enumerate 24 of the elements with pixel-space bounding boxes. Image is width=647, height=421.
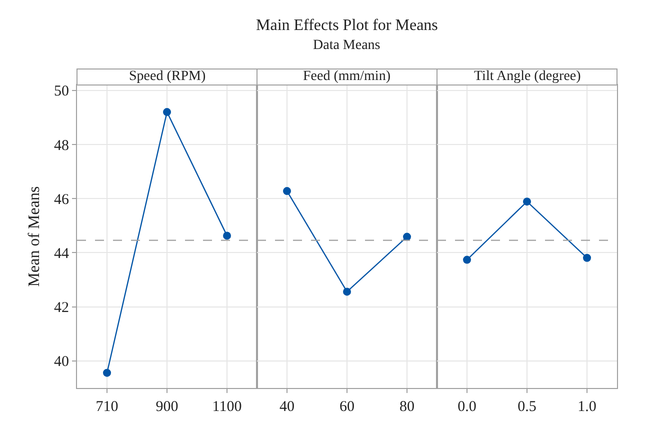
y-tick-label: 48	[54, 138, 69, 154]
x-tick-label: 1100	[212, 399, 242, 415]
text: Data Means	[313, 38, 380, 53]
y-tick-label: 46	[54, 192, 70, 208]
x-tick-label: 0.0	[458, 399, 476, 415]
x-tick-label: 710	[96, 399, 118, 415]
y-axis-title: Mean of Means	[26, 186, 43, 287]
x-tick-label: 80	[400, 399, 414, 415]
chart-title: Feed (mm/min)	[303, 69, 391, 84]
y-tick-label: 40	[54, 354, 69, 370]
y-tick-label: 42	[54, 300, 69, 316]
point	[163, 108, 171, 116]
chart-title: Speed (RPM)	[129, 69, 206, 84]
text: Main Effects Plot for Means	[256, 17, 438, 34]
x-tick-label: 1.0	[578, 399, 596, 415]
y-tick-label: 44	[54, 246, 70, 262]
x-tick-label: 40	[280, 399, 294, 415]
point	[103, 368, 111, 377]
point	[223, 232, 231, 240]
x-tick-label: 60	[340, 399, 354, 415]
x-tick-label: 0.5	[518, 399, 536, 415]
chart-title: Tilt Angle (degree)	[474, 69, 582, 84]
y-tick-label: 50	[54, 84, 69, 100]
x-tick-label: 900	[156, 399, 178, 415]
